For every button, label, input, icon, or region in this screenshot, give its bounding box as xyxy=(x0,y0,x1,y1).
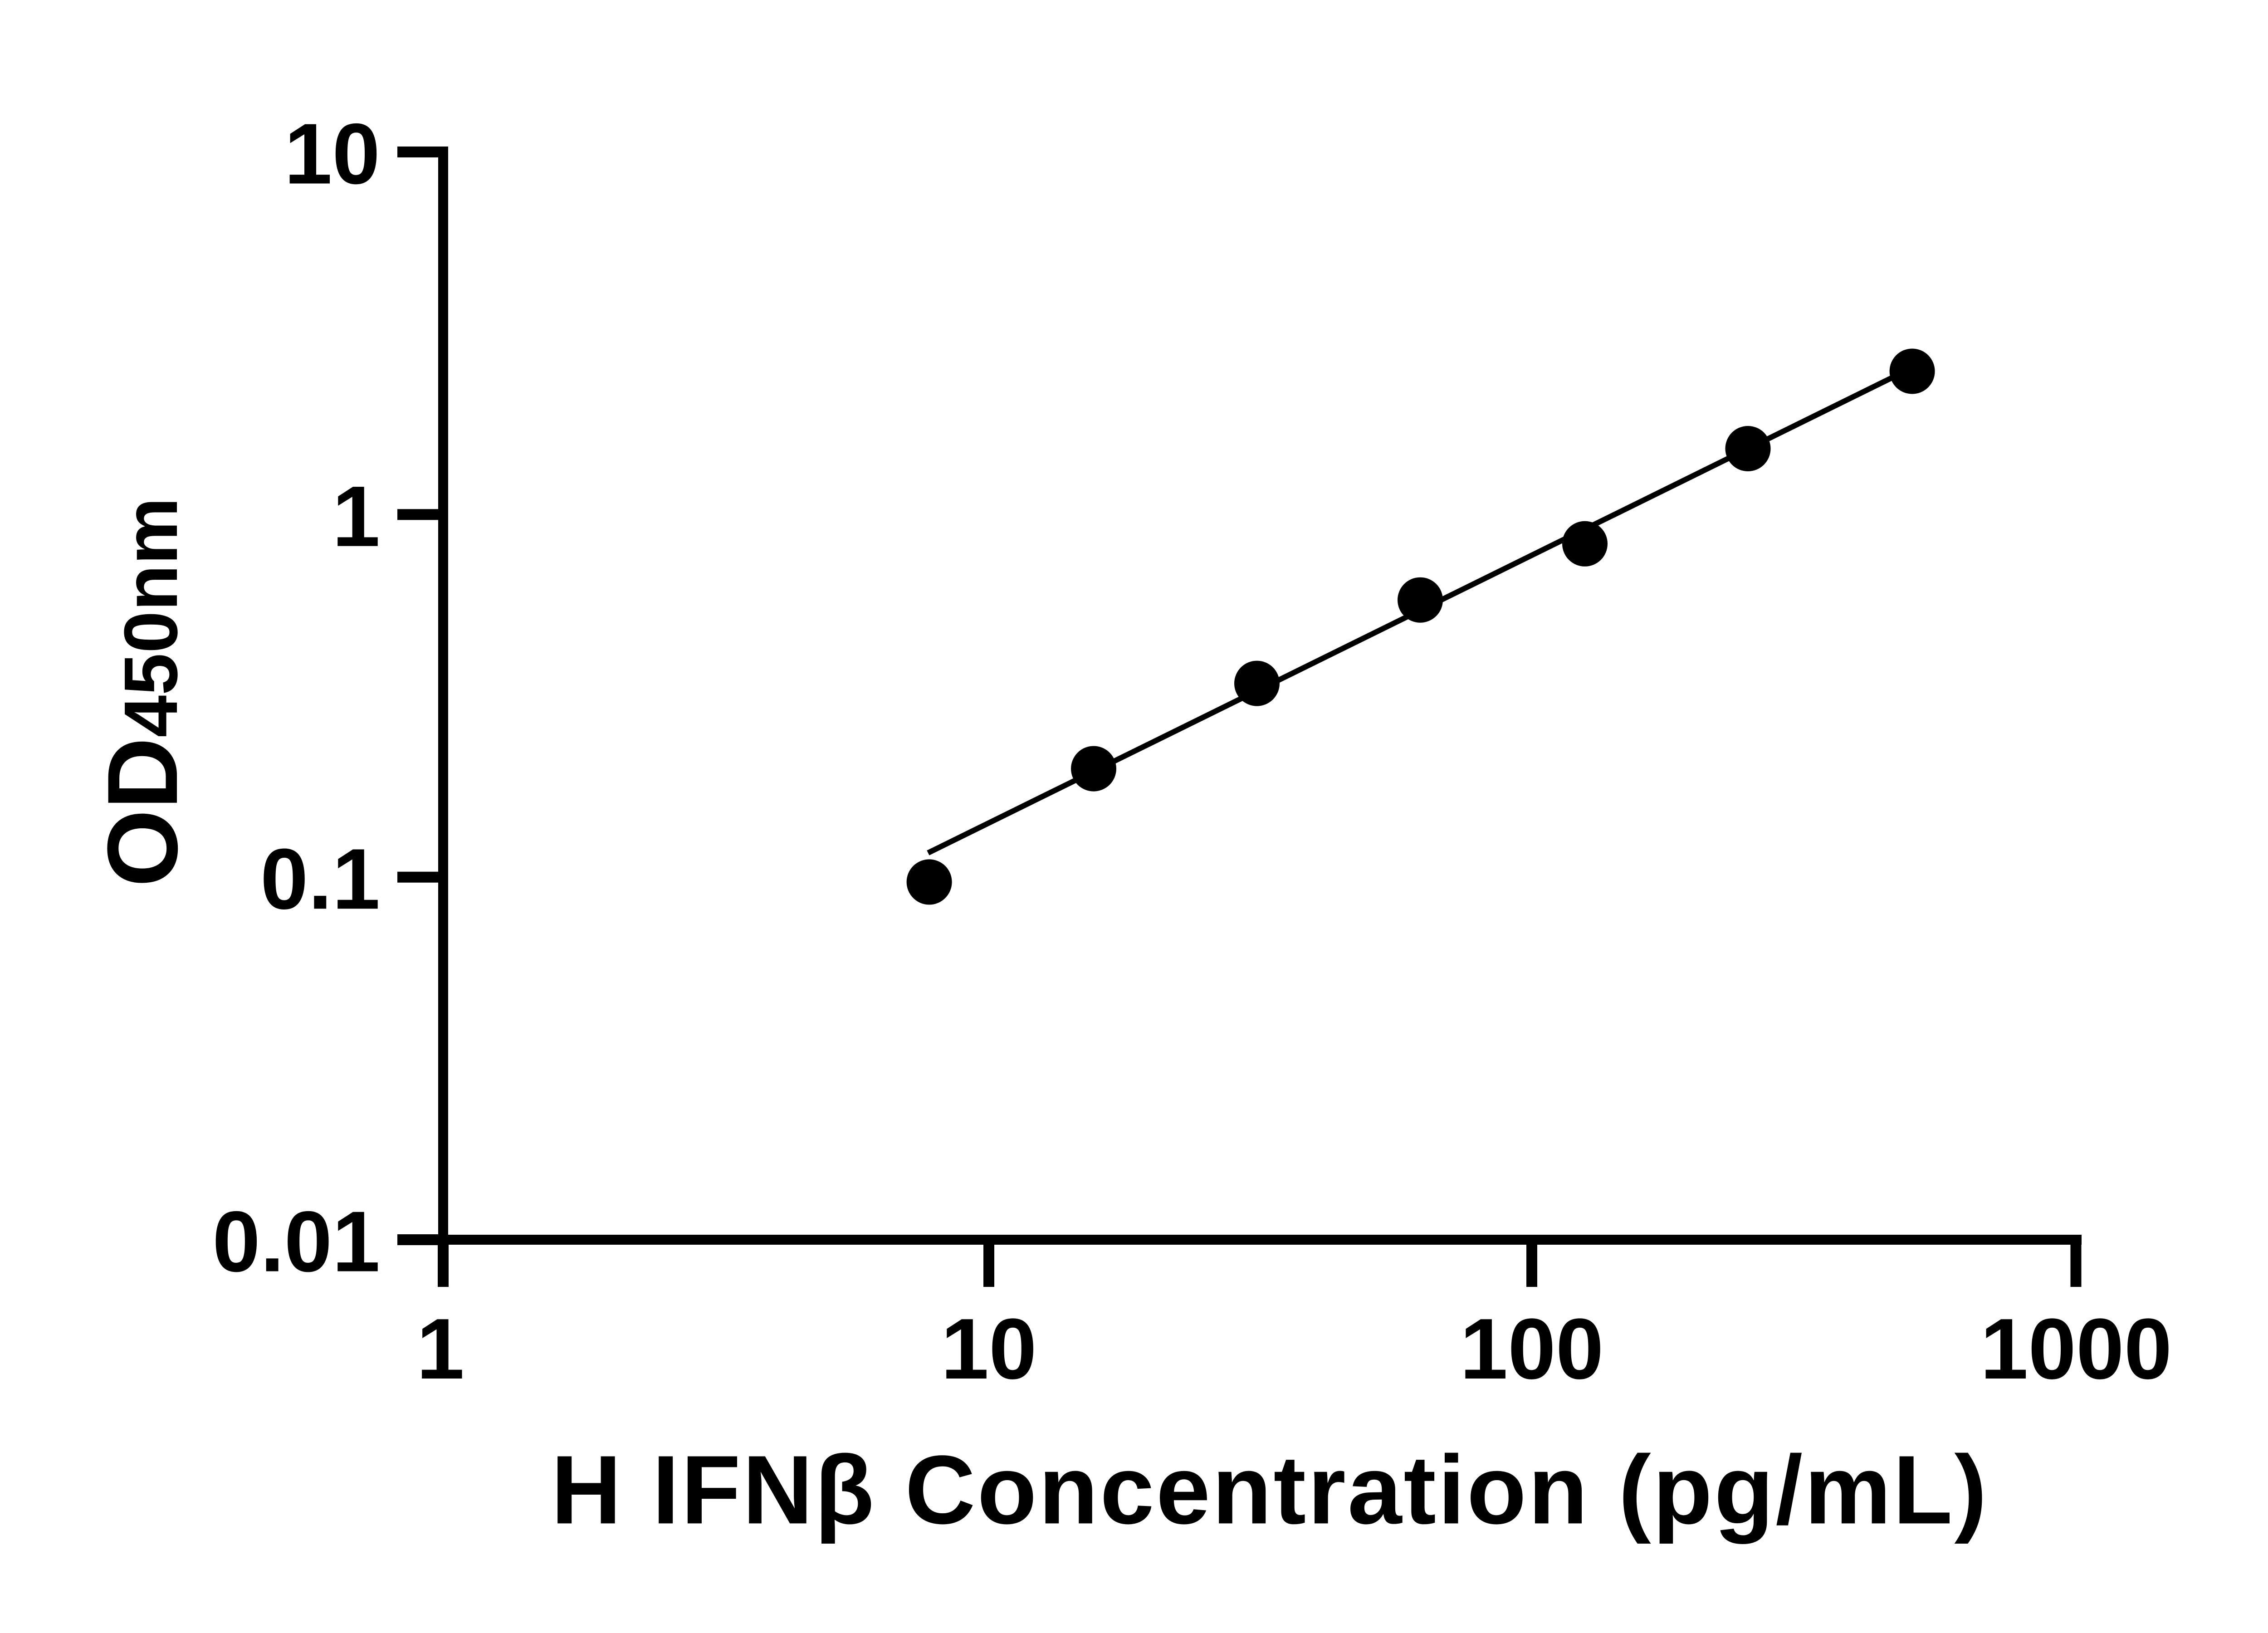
svg-text:10: 10 xyxy=(941,1301,1036,1397)
svg-text:0.1: 0.1 xyxy=(260,831,380,927)
svg-text:0.01: 0.01 xyxy=(212,1194,380,1290)
svg-text:OD450nm: OD450nm xyxy=(87,497,198,887)
svg-text:1000: 1000 xyxy=(1980,1301,2172,1397)
svg-text:1: 1 xyxy=(416,1301,464,1397)
svg-text:10: 10 xyxy=(284,106,380,202)
svg-text:H IFNβ Concentration (pg/mL): H IFNβ Concentration (pg/mL) xyxy=(551,1435,1989,1544)
svg-text:1: 1 xyxy=(332,469,380,565)
svg-text:100: 100 xyxy=(1460,1301,1603,1397)
